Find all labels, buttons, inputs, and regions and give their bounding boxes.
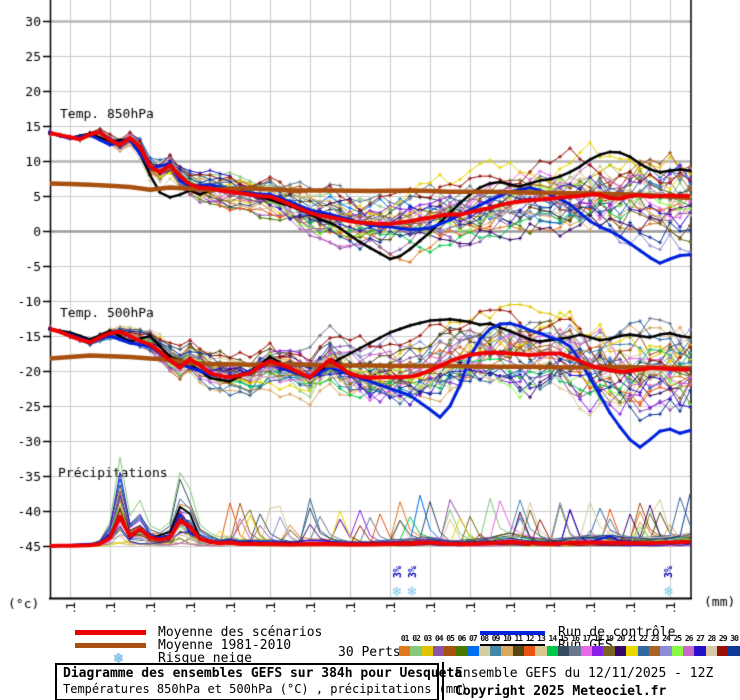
pert-05: 05 — [444, 634, 456, 658]
pert-26: 26 — [682, 634, 695, 658]
legend-perts-label: 30 Perts. — [338, 645, 409, 660]
pert-12: 12 — [523, 634, 536, 658]
legend-control-label: Run de contrôle — [558, 625, 676, 640]
pert-30: 30 — [728, 634, 740, 658]
pert-18: 18 — [592, 634, 604, 658]
pert-21: 21 — [626, 634, 638, 658]
pert-01: 01 — [399, 634, 411, 658]
pert-19: 19 — [603, 634, 615, 658]
pert-04: 04 — [433, 634, 445, 658]
pert-28: 28 — [705, 634, 718, 658]
pert-20: 20 — [614, 634, 627, 658]
pert-25: 25 — [671, 634, 683, 658]
pert-24: 24 — [660, 634, 672, 658]
snowflake-icon: ❄ — [114, 649, 124, 667]
pert-14: 14 — [546, 634, 559, 658]
pert-29: 29 — [717, 634, 729, 658]
legend-clim-swatch — [75, 643, 146, 648]
pert-15: 15 — [558, 634, 570, 658]
pert-16: 16 — [569, 634, 581, 658]
ensemble-chart-canvas — [0, 0, 740, 612]
legend-snow-label: Risque neige — [158, 651, 252, 666]
pert-02: 02 — [410, 634, 422, 658]
run-info-text: Ensemble GEFS du 12/11/2025 - 12Z — [455, 666, 714, 681]
pert-03: 03 — [421, 634, 434, 658]
pert-13: 13 — [535, 634, 547, 658]
pert-10: 10 — [501, 634, 513, 658]
diagram-title: Diagramme des ensembles GEFS sur 384h po… — [63, 666, 463, 681]
legend-control-swatch — [480, 631, 545, 635]
legend-mean-swatch — [75, 630, 146, 635]
perturbation-color-strip: 01 02 03 04 05 06 07 08 09 10 11 12 13 14 15 16 17 18 19 20… — [399, 634, 740, 658]
diagram-subtitle: Températures 850hPa et 500hPa (°C) , pré… — [63, 682, 468, 696]
pert-07: 07 — [467, 634, 479, 658]
pert-23: 23 — [648, 634, 661, 658]
legend-mean-label: Moyenne des scénarios — [158, 625, 323, 640]
pert-09: 09 — [489, 634, 502, 658]
pert-17: 17 — [580, 634, 593, 658]
footer-title-box: Diagramme des ensembles GEFS sur 384h po… — [55, 663, 468, 700]
pert-06: 06 — [455, 634, 468, 658]
pert-22: 22 — [637, 634, 649, 658]
pert-27: 27 — [694, 634, 706, 658]
legend-clim-label: Moyenne 1981-2010 — [158, 638, 292, 653]
copyright-text: Copyright 2025 Meteociel.fr — [455, 684, 667, 699]
pert-08: 08 — [478, 634, 490, 658]
pert-11: 11 — [512, 634, 524, 658]
footer-divider — [442, 662, 444, 700]
